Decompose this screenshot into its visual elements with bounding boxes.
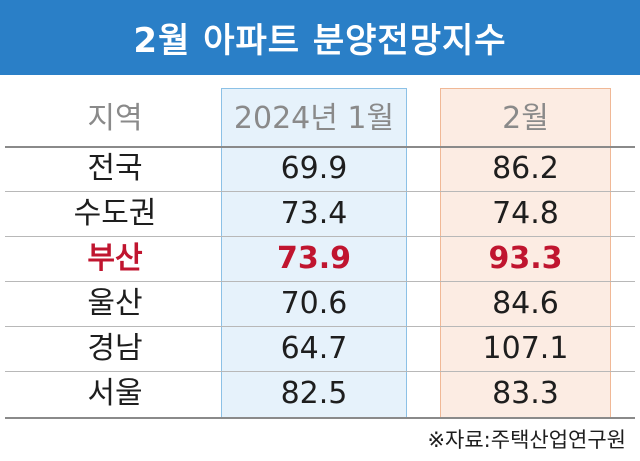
row-divider [5, 281, 635, 282]
row-jan-value: 70.6 [280, 286, 348, 321]
row-jan-value: 69.9 [280, 151, 348, 186]
feb-column-box [440, 88, 611, 418]
row-divider [5, 191, 635, 192]
row-divider [5, 371, 635, 372]
jan-column-box [221, 88, 407, 418]
row-jan-value: 82.5 [280, 376, 348, 411]
chart-title: 2월 아파트 분양전망지수 [133, 21, 507, 61]
table-bottom-divider [5, 417, 635, 419]
row-region: 서울 [87, 376, 143, 411]
row-jan-value: 64.7 [280, 331, 348, 366]
row-region: 울산 [87, 286, 143, 321]
header-feb: 2월 [502, 101, 549, 136]
header-region: 지역 [87, 101, 143, 136]
row-divider [5, 326, 635, 327]
row-region: 부산 [87, 241, 143, 276]
row-jan-value: 73.4 [280, 196, 348, 231]
source-note: ※자료:주택산업연구원 [427, 428, 626, 452]
row-jan-value: 73.9 [276, 241, 352, 276]
row-divider [5, 236, 635, 237]
header-jan: 2024년 1월 [233, 101, 395, 136]
row-region: 경남 [87, 331, 143, 366]
row-region: 전국 [87, 151, 143, 186]
row-feb-value: 86.2 [492, 151, 559, 186]
row-feb-value: 93.3 [488, 241, 563, 276]
title-bar: 2월 아파트 분양전망지수 [0, 0, 640, 75]
row-feb-value: 107.1 [482, 331, 569, 366]
row-feb-value: 74.8 [492, 196, 559, 231]
row-feb-value: 83.3 [492, 376, 559, 411]
header-divider [5, 146, 635, 148]
row-region: 수도권 [73, 196, 157, 231]
row-feb-value: 84.6 [492, 286, 559, 321]
